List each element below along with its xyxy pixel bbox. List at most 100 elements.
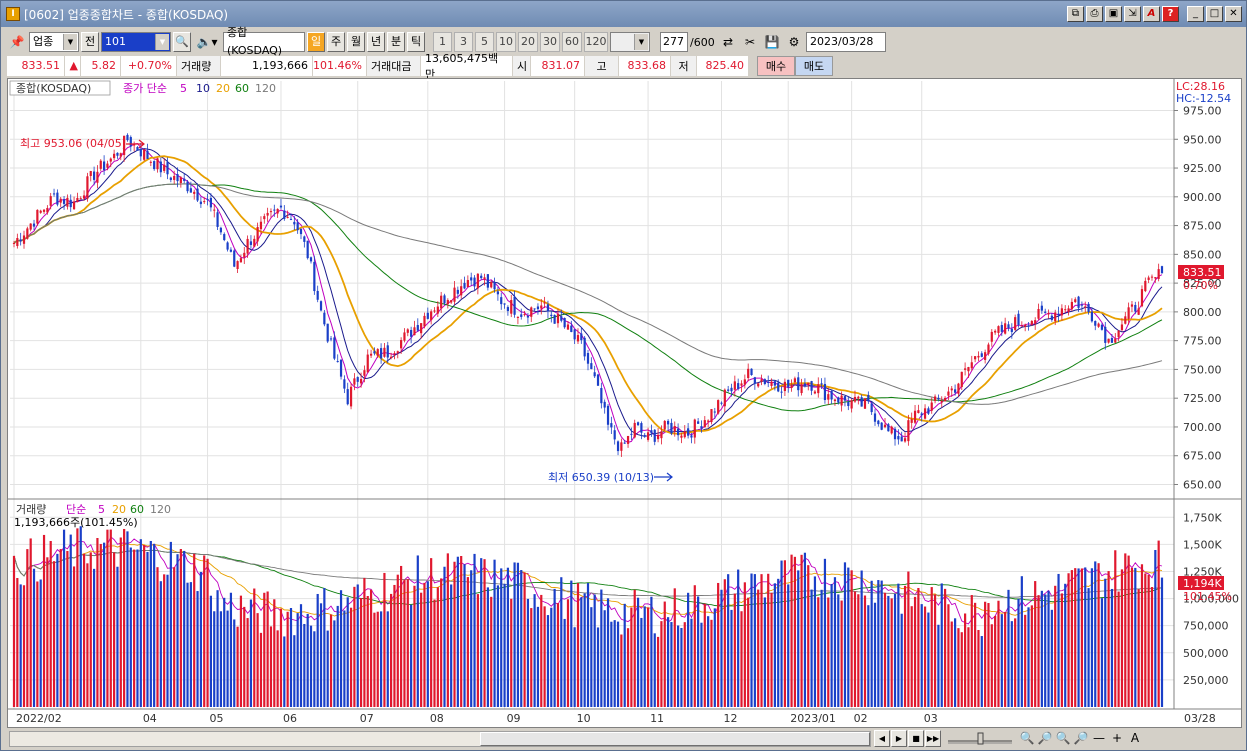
count-input[interactable]: 277: [660, 32, 688, 52]
volume-bar: [333, 620, 336, 707]
volume-bar: [1034, 581, 1037, 707]
interval-select[interactable]: [610, 32, 650, 52]
volume-bar: [296, 613, 299, 707]
zoom-out-icon[interactable]: 🔎: [1037, 731, 1053, 745]
period-day[interactable]: 일: [307, 32, 325, 52]
zoom-in-icon[interactable]: 🔍: [1019, 731, 1035, 745]
nav-stop-button[interactable]: ■: [908, 730, 924, 747]
chart-scrollbar[interactable]: [9, 731, 871, 747]
candle: [1090, 311, 1094, 322]
category-select[interactable]: 업종: [29, 32, 79, 52]
chart-area[interactable]: 975.00 950.00 925.00 900.00 875.00 850.00 825.…: [7, 78, 1242, 728]
volume-bar: [843, 562, 847, 707]
font-icon[interactable]: A: [1143, 6, 1160, 22]
candle: [640, 423, 643, 433]
interval-30[interactable]: 30: [540, 32, 560, 52]
amount-label: 거래대금: [367, 55, 421, 76]
candle: [857, 396, 860, 399]
search-icon[interactable]: 🔍: [173, 32, 191, 52]
link-icon[interactable]: ⧉: [1067, 6, 1084, 22]
sell-button[interactable]: 매도: [795, 55, 833, 76]
volume-bar: [336, 605, 339, 707]
candle: [656, 434, 660, 440]
interval-20[interactable]: 20: [518, 32, 538, 52]
candle: [980, 353, 983, 357]
zoom-slider[interactable]: [944, 730, 1016, 747]
plus-icon[interactable]: +: [1111, 731, 1123, 745]
candle: [630, 433, 633, 435]
nav-prev-button[interactable]: ◀: [874, 730, 890, 747]
candle: [206, 198, 209, 200]
exchange-icon[interactable]: ⇄: [722, 35, 734, 49]
volume-bar: [309, 625, 313, 707]
volume-bar: [213, 611, 216, 707]
period-month[interactable]: 월: [347, 32, 365, 52]
volume-bar: [673, 588, 676, 707]
nav-fast-button[interactable]: ▶▶: [925, 730, 941, 747]
print-icon[interactable]: ⎙: [1086, 6, 1103, 22]
volume-bar: [293, 635, 296, 707]
candle: [510, 299, 513, 314]
interval-1[interactable]: 1: [433, 32, 452, 52]
volume-bar: [646, 607, 650, 707]
zoom-fit-icon[interactable]: 🔍: [1055, 731, 1071, 745]
volume-bar: [1054, 585, 1057, 707]
candle: [710, 409, 713, 423]
period-tick[interactable]: 틱: [407, 32, 425, 52]
volume-current-tag: 1,194K: [1183, 577, 1222, 590]
candle: [530, 307, 533, 317]
candle: [72, 201, 76, 210]
candle: [1127, 307, 1130, 319]
minus-icon[interactable]: —: [1093, 731, 1105, 745]
pin-icon[interactable]: ⇲: [1124, 6, 1141, 22]
candle: [636, 422, 640, 426]
settings-icon[interactable]: ⚙: [788, 35, 800, 49]
interval-60[interactable]: 60: [562, 32, 582, 52]
candle: [930, 402, 933, 411]
candle: [119, 153, 122, 157]
period-minute[interactable]: 분: [387, 32, 405, 52]
period-week[interactable]: 주: [327, 32, 345, 52]
volume-bar: [52, 561, 56, 707]
volume-bar: [740, 611, 743, 707]
volume-bar: [19, 584, 22, 707]
chart-svg[interactable]: 975.00 950.00 925.00 900.00 875.00 850.00 825.…: [8, 79, 1241, 727]
interval-120[interactable]: 120: [584, 32, 608, 52]
save-icon[interactable]: ▣: [1105, 6, 1122, 22]
candle: [1064, 309, 1067, 311]
volume-bar: [757, 589, 760, 707]
volume-bar: [233, 619, 236, 707]
candle: [353, 378, 356, 385]
date-input[interactable]: 2023/03/28: [806, 32, 886, 52]
maximize-icon[interactable]: □: [1206, 6, 1223, 22]
buy-button[interactable]: 매수: [757, 55, 795, 76]
help-icon[interactable]: ?: [1162, 6, 1179, 22]
interval-5[interactable]: 5: [475, 32, 494, 52]
pin-toggle-icon[interactable]: 📌: [9, 35, 25, 49]
volume-bar: [1027, 607, 1030, 707]
candle: [26, 228, 29, 239]
volume-bar: [780, 560, 783, 707]
scroll-thumb[interactable]: [480, 732, 870, 746]
font-size-icon[interactable]: A: [1130, 731, 1140, 745]
code-input[interactable]: 101: [101, 32, 171, 52]
speaker-icon[interactable]: 🔈▾: [196, 35, 218, 49]
volume-bar: [570, 580, 573, 707]
volume-bar: [266, 591, 269, 707]
tools-icon[interactable]: ✂: [744, 35, 756, 49]
volume-bar: [553, 588, 556, 707]
volume-bar: [837, 594, 840, 707]
minimize-icon[interactable]: _: [1187, 6, 1204, 22]
zoom-reset-icon[interactable]: 🔎: [1073, 731, 1089, 745]
save-disk-icon[interactable]: 💾: [764, 35, 780, 49]
nav-next-button[interactable]: ▶: [891, 730, 907, 747]
interval-10[interactable]: 10: [496, 32, 516, 52]
candle: [56, 192, 59, 205]
interval-3[interactable]: 3: [454, 32, 473, 52]
prev-button[interactable]: 전: [81, 32, 99, 52]
period-year[interactable]: 년: [367, 32, 385, 52]
volume-bar: [196, 591, 199, 707]
candle: [903, 438, 907, 442]
close-icon[interactable]: ✕: [1225, 6, 1242, 22]
volume-bar: [406, 579, 409, 707]
